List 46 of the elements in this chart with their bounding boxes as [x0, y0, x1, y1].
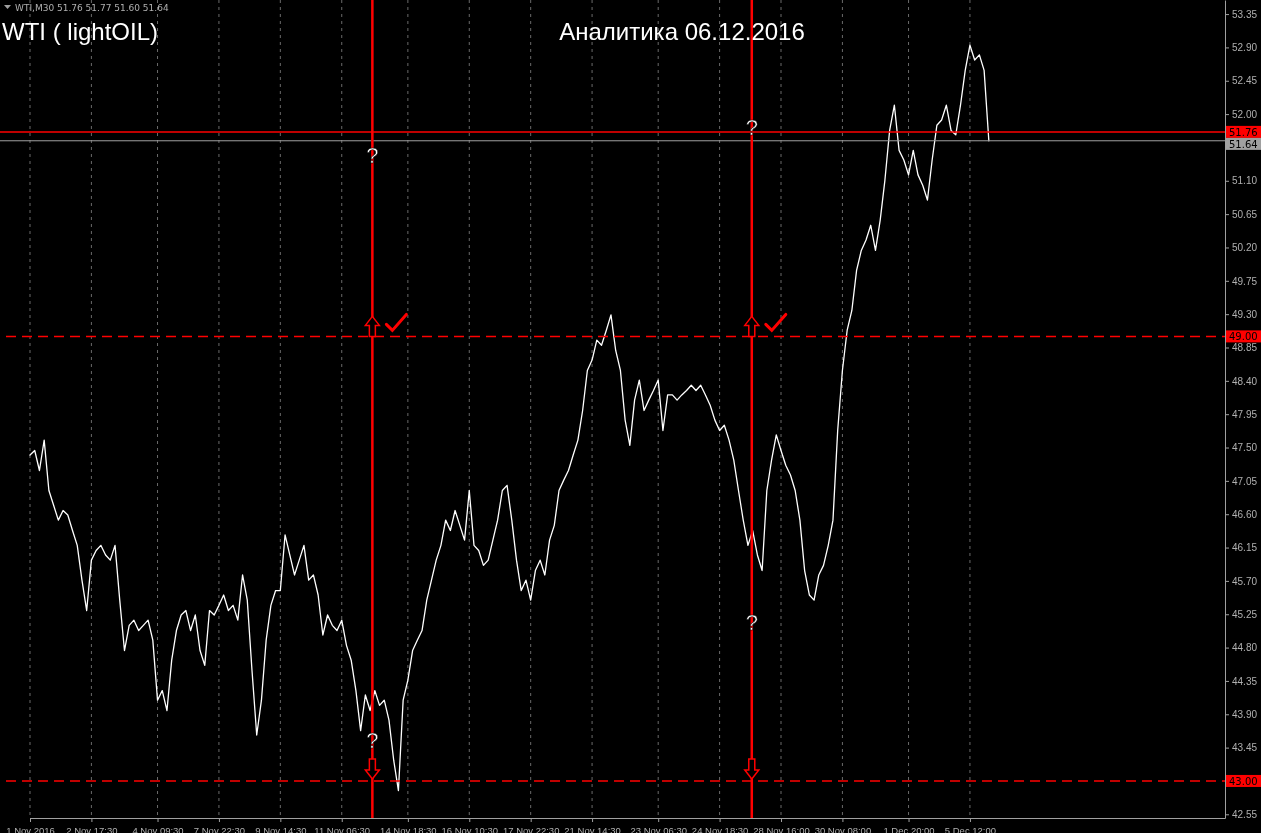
annotation: WTI,M30 51.76 51.77 51.60 51.64	[15, 3, 169, 13]
x-tick-label: 2 Nov 17:30	[66, 824, 118, 833]
y-tick-label: 47.05	[1232, 475, 1258, 487]
y-tick-label: 46.60	[1232, 508, 1258, 520]
y-tick-label: 50.20	[1232, 242, 1258, 254]
x-tick-label: 30 Nov 08:00	[814, 824, 872, 833]
x-tick-label: 24 Nov 18:30	[691, 824, 749, 833]
y-tick-label: 52.00	[1232, 108, 1258, 120]
y-tick-label: 46.15	[1232, 542, 1258, 554]
ref-line-label: 49.00	[1229, 331, 1258, 343]
ref-line-label: 51.64	[1229, 138, 1258, 150]
y-tick-label: 43.90	[1232, 708, 1258, 720]
x-tick-label: 7 Nov 22:30	[193, 824, 246, 833]
y-tick-label: 44.35	[1232, 675, 1258, 687]
x-tick-label: 17 Nov 22:30	[502, 824, 560, 833]
y-tick-label: 50.65	[1232, 208, 1258, 220]
y-tick-label: 45.70	[1232, 575, 1258, 587]
y-tick-label: 45.25	[1232, 608, 1258, 620]
y-tick-label: 42.55	[1232, 809, 1258, 820]
line-series	[29, 44, 990, 792]
x-tick-label: 21 Nov 14:30	[564, 824, 621, 833]
x-tick-label: 1 Dec 20:00	[883, 824, 935, 833]
x-tick-label: 16 Nov 10:30	[441, 824, 499, 833]
x-tick-label: 11 Nov 06:30	[314, 824, 371, 833]
x-tick-label: 14 Nov 18:30	[380, 824, 437, 833]
y-tick-label: 49.75	[1232, 275, 1258, 287]
x-tick-label: 5 Dec 12:00	[944, 824, 997, 833]
x-tick-label: 23 Nov 06:30	[630, 824, 687, 833]
x-tick-label: 4 Nov 09:30	[132, 824, 184, 833]
y-tick-label: 49.30	[1232, 308, 1258, 320]
y-tick-label: 44.80	[1232, 642, 1258, 654]
x-tick-label: 1 Nov 2016	[6, 824, 55, 833]
y-tick-label: 51.10	[1232, 175, 1258, 187]
x-tick-label: 9 Nov 14:30	[255, 824, 307, 833]
ref-line-label: 43.00	[1229, 775, 1258, 787]
y-tick-label: 48.85	[1232, 342, 1258, 354]
y-tick-label: 43.45	[1232, 742, 1258, 754]
x-tick-label: 28 Nov 16:00	[753, 824, 810, 833]
text: WTI ( lightOIL)	[2, 18, 159, 45]
ref-line-label: 51.76	[1229, 126, 1258, 138]
y-tick-label: 47.95	[1232, 408, 1258, 420]
y-tick-label: 53.35	[1232, 8, 1258, 20]
y-tick-label: 48.40	[1232, 375, 1258, 387]
y-tick-label: 47.50	[1232, 442, 1258, 454]
y-tick-label: 52.45	[1232, 75, 1258, 87]
y-tick-label: 52.90	[1232, 42, 1258, 54]
